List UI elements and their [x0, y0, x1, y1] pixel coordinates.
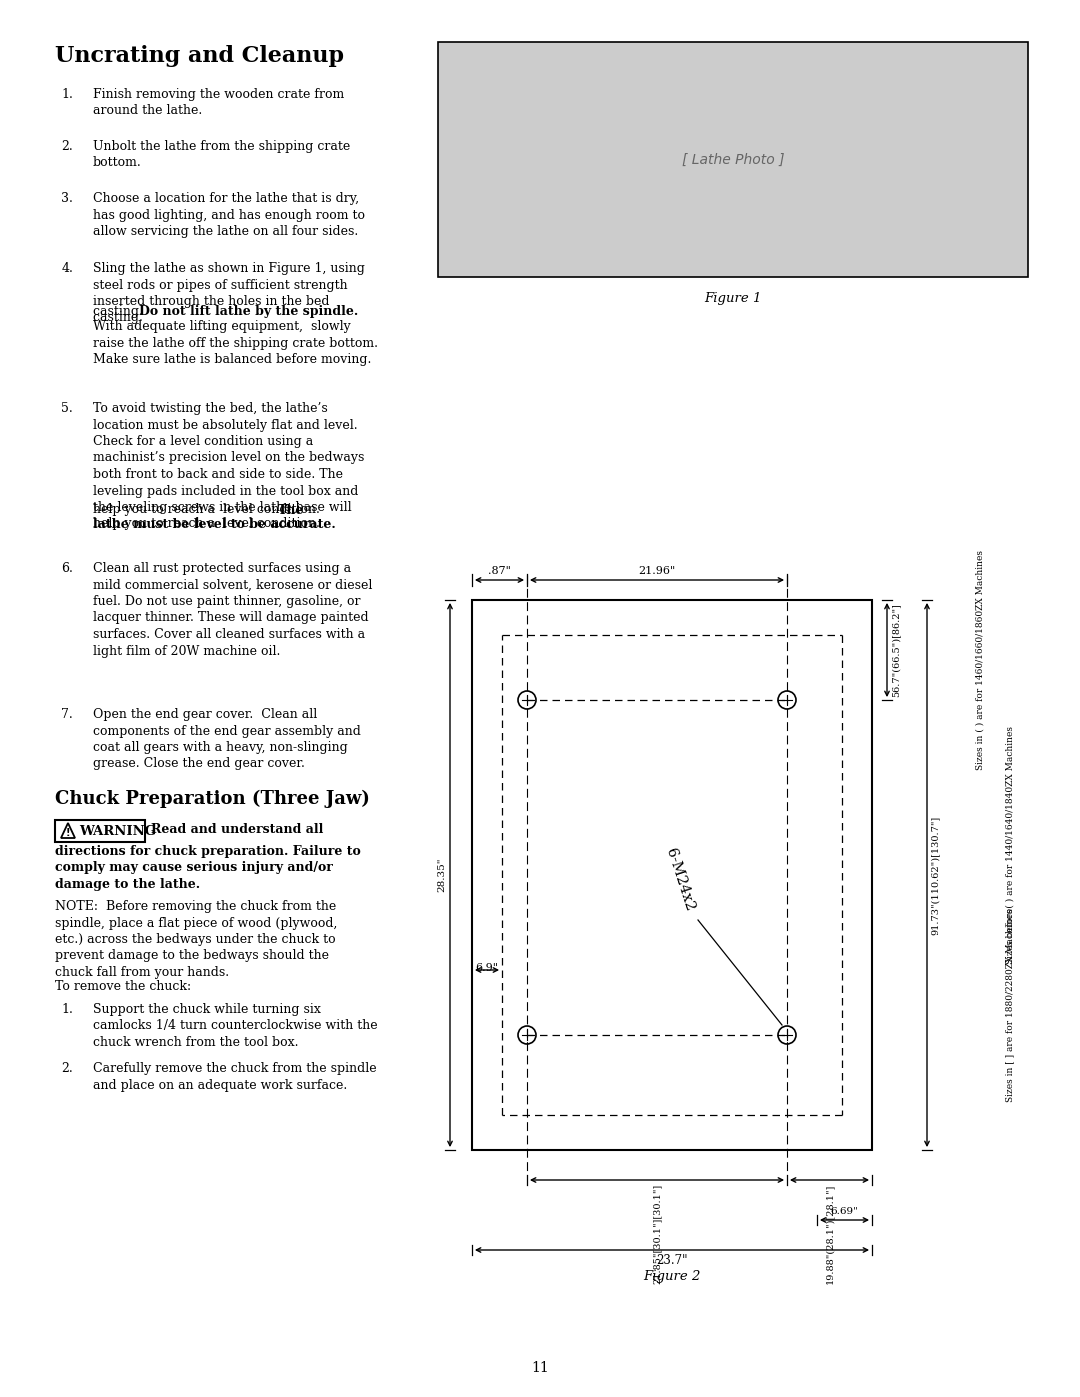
Text: Clean all rust protected surfaces using a
mild commercial solvent, kerosene or d: Clean all rust protected surfaces using … — [93, 562, 373, 658]
Text: 6.: 6. — [62, 562, 73, 576]
Text: Do not lift lathe by the spindle.: Do not lift lathe by the spindle. — [139, 306, 359, 319]
Text: 6-M24x2: 6-M24x2 — [663, 847, 697, 914]
Text: Chuck Preparation (Three Jaw): Chuck Preparation (Three Jaw) — [55, 789, 369, 809]
Text: The: The — [278, 503, 305, 517]
Text: To remove the chuck:: To remove the chuck: — [55, 981, 191, 993]
Text: 21.85"[30.1"][30.1"]: 21.85"[30.1"][30.1"] — [652, 1185, 661, 1284]
Text: Choose a location for the lathe that is dry,
has good lighting, and has enough r: Choose a location for the lathe that is … — [93, 191, 365, 237]
Text: .87": .87" — [488, 566, 511, 576]
Text: 6.9": 6.9" — [475, 963, 499, 972]
Text: Unbolt the lathe from the shipping crate
bottom.: Unbolt the lathe from the shipping crate… — [93, 140, 350, 169]
Text: 1.: 1. — [62, 88, 73, 101]
Text: Figure 2: Figure 2 — [644, 1270, 701, 1282]
Text: WARNING: WARNING — [79, 826, 156, 838]
Text: 2.: 2. — [62, 1062, 73, 1076]
Text: 91.73"(110.62")[130.7"]: 91.73"(110.62")[130.7"] — [931, 816, 940, 935]
Bar — [55, 820, 145, 842]
Text: 4.: 4. — [62, 263, 73, 275]
Text: help you to reach a  level condition.: help you to reach a level condition. — [93, 503, 324, 517]
Text: 21.96": 21.96" — [638, 566, 676, 576]
Text: !: ! — [66, 828, 70, 838]
Text: 1.: 1. — [62, 1003, 73, 1016]
Text: 2.: 2. — [62, 140, 73, 154]
Text: [ Lathe Photo ]: [ Lathe Photo ] — [681, 152, 784, 166]
Text: Figure 1: Figure 1 — [704, 292, 761, 305]
Text: Sizes in [ ] are for 1880/2280ZX Machines: Sizes in [ ] are for 1880/2280ZX Machine… — [1005, 908, 1014, 1102]
Text: casting.: casting. — [93, 306, 147, 319]
Text: 6.69": 6.69" — [831, 1207, 859, 1215]
Bar — [472, 599, 872, 1150]
Text: Uncrating and Cleanup: Uncrating and Cleanup — [55, 45, 345, 67]
Text: 56.7"(66.5")[86.2"]: 56.7"(66.5")[86.2"] — [891, 604, 900, 697]
Text: Open the end gear cover.  Clean all
components of the end gear assembly and
coat: Open the end gear cover. Clean all compo… — [93, 708, 361, 771]
Text: 7.: 7. — [62, 708, 73, 721]
Text: Sizes before( ) are for 1440/1640/1840ZX Machines: Sizes before( ) are for 1440/1640/1840ZX… — [1005, 726, 1014, 964]
Text: Support the chuck while turning six
camlocks 1/4 turn counterclockwise with the
: Support the chuck while turning six caml… — [93, 1003, 378, 1049]
Text: Sizes in ( ) are for 1460/1660/1860ZX Machines: Sizes in ( ) are for 1460/1660/1860ZX Ma… — [975, 550, 985, 770]
Bar — [438, 42, 1028, 277]
Text: 11: 11 — [531, 1361, 549, 1375]
Text: NOTE:  Before removing the chuck from the
spindle, place a flat piece of wood (p: NOTE: Before removing the chuck from the… — [55, 900, 337, 979]
Text: 23.7": 23.7" — [657, 1255, 688, 1267]
Text: Carefully remove the chuck from the spindle
and place on an adequate work surfac: Carefully remove the chuck from the spin… — [93, 1062, 377, 1091]
Text: 19.88"(28.1")[28.1"]: 19.88"(28.1")[28.1"] — [825, 1185, 834, 1284]
Text: lathe must be level to be accurate.: lathe must be level to be accurate. — [93, 518, 336, 531]
Text: directions for chuck preparation. Failure to
comply may cause serious injury and: directions for chuck preparation. Failur… — [55, 845, 361, 891]
Text: 5.: 5. — [62, 402, 73, 415]
Text: 3.: 3. — [62, 191, 73, 205]
Text: To avoid twisting the bed, the lathe’s
location must be absolutely flat and leve: To avoid twisting the bed, the lathe’s l… — [93, 402, 364, 531]
Text: Finish removing the wooden crate from
around the lathe.: Finish removing the wooden crate from ar… — [93, 88, 345, 117]
Text: Read and understand all: Read and understand all — [151, 823, 323, 835]
Text: With adequate lifting equipment,  slowly
raise the lathe off the shipping crate : With adequate lifting equipment, slowly … — [93, 320, 378, 366]
Text: Sling the lathe as shown in Figure 1, using
steel rods or pipes of sufficient st: Sling the lathe as shown in Figure 1, us… — [93, 263, 365, 324]
Text: 28.35": 28.35" — [437, 858, 446, 893]
